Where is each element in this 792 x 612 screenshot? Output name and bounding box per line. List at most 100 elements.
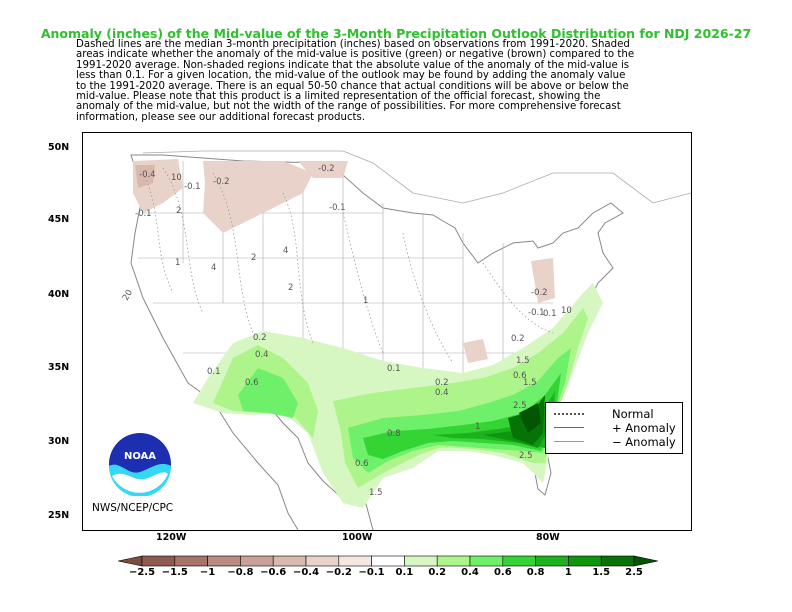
lat-label-45n: 45N: [48, 214, 70, 225]
contour-label: 0.4: [435, 388, 449, 398]
contour-label: 4: [283, 246, 288, 256]
colorbar-swatch: [338, 555, 372, 567]
contour-label: -0.4: [139, 170, 156, 180]
colorbar: [118, 555, 658, 567]
noaa-logo: NOAA: [109, 433, 171, 496]
colorbar-swatch: [240, 555, 274, 567]
legend-plus: + Anomaly: [554, 420, 676, 435]
lon-label-80w: 80W: [536, 532, 560, 543]
contour-label: 2: [176, 206, 181, 216]
noaa-logo-text: NOAA: [124, 451, 156, 462]
colorbar-tick-label: 0.6: [493, 567, 512, 578]
contour-label: 20: [121, 288, 135, 302]
lat-label-25n: 25N: [48, 510, 70, 521]
contour-label: 0.2: [511, 334, 525, 344]
colorbar-tick-label: 0.1: [395, 567, 414, 578]
lat-label-40n: 40N: [48, 289, 70, 300]
contour-label: 0.2: [435, 378, 449, 388]
colorbar-swatch: [568, 555, 602, 567]
contour-label: 2.5: [519, 451, 533, 461]
colorbar-tick-label: −0.6: [260, 567, 287, 578]
colorbar-swatch: [404, 555, 438, 567]
contour-label: -0.1: [135, 209, 152, 219]
contour-label: 1.5: [516, 356, 530, 366]
legend-normal-label: Normal: [612, 406, 654, 421]
colorbar-swatch: [305, 555, 340, 567]
contour-label: 2: [251, 253, 256, 263]
colorbar-tick-label: −0.1: [358, 567, 385, 578]
chart-title: Anomaly (inches) of the Mid-value of the…: [40, 26, 752, 41]
colorbar-tick-label: 0.8: [526, 567, 545, 578]
colorbar-swatch: [436, 555, 471, 567]
map-legend: Normal + Anomaly − Anomaly: [545, 402, 683, 454]
positive-anomaly-areas: [193, 283, 603, 508]
lon-label-100w: 100W: [342, 532, 373, 543]
colorbar-tick-label: 1: [564, 567, 572, 578]
contour-label: 0.6: [355, 459, 369, 469]
colorbar-tick-label: −1.5: [161, 567, 188, 578]
contour-label: 2: [288, 283, 293, 293]
contour-label: 0.1: [387, 364, 401, 374]
colorbar-swatch: [207, 555, 241, 567]
contour-label: -0.1: [329, 203, 346, 213]
negative-anomaly-areas: [133, 159, 555, 363]
canada-border-lines: [142, 150, 691, 204]
colorbar-swatch: [371, 555, 405, 567]
contour-label: 0.8: [387, 429, 401, 439]
colorbar-swatch: [118, 555, 143, 567]
lat-label-30n: 30N: [48, 436, 70, 447]
contour-label: 4: [211, 263, 216, 273]
legend-normal: Normal: [554, 406, 654, 421]
colorbar-swatch: [502, 555, 536, 567]
colorbar-tick-label: 2.5: [625, 567, 643, 578]
colorbar-tick-label: −1: [199, 567, 216, 578]
colorbar-swatch: [272, 555, 307, 567]
contour-label: -0.1: [528, 308, 545, 318]
colorbar-tick-label: −0.4: [292, 567, 320, 578]
colorbar-swatch: [174, 555, 208, 567]
contour-label: 1: [175, 258, 180, 268]
climatology-contours: [142, 167, 554, 364]
contour-label: -0.2: [531, 288, 548, 298]
contour-label: 1: [363, 296, 368, 306]
colorbar-tick-label: −0.2: [325, 567, 352, 578]
precipitation-map: -0.4 10 -0.1 -0.2 -0.2 -0.1 -0.1 -0.2 -0…: [121, 150, 691, 530]
colorbar-tick-label: −2.5: [128, 567, 156, 578]
contour-label: 10: [561, 306, 572, 316]
legend-minus: − Anomaly: [554, 434, 676, 449]
minus-line-swatch: [554, 441, 584, 442]
map-contour-labels: -0.4 10 -0.1 -0.2 -0.2 -0.1 -0.1 -0.2 -0…: [121, 164, 572, 498]
colorbar-swatch: [600, 555, 635, 567]
contour-label: 0.1: [207, 367, 221, 377]
colorbar-tick-label: 0.2: [428, 567, 447, 578]
contour-label: 1.5: [523, 378, 537, 388]
plus-line-swatch: [554, 427, 584, 428]
colorbar-swatch: [141, 555, 176, 567]
contour-label: 10: [171, 173, 182, 183]
contour-label: -0.1: [184, 182, 201, 192]
mexico-coast: [212, 400, 299, 530]
colorbar-tick-label: 0.4: [461, 567, 479, 578]
colorbar-swatch: [633, 555, 658, 567]
contour-label: 0.2: [253, 333, 267, 343]
contour-label: 0.1: [543, 309, 557, 319]
legend-plus-label: + Anomaly: [612, 420, 676, 435]
credit-text: NWS/NCEP/CPC: [92, 502, 174, 514]
legend-minus-label: − Anomaly: [612, 434, 676, 449]
map-frame: -0.4 10 -0.1 -0.2 -0.2 -0.1 -0.1 -0.2 -0…: [82, 132, 692, 531]
contour-label: -0.2: [213, 177, 230, 187]
colorbar-tick-label: −0.8: [227, 567, 254, 578]
contour-label: -0.2: [318, 164, 335, 174]
contour-label: 1: [475, 422, 480, 432]
colorbar-swatch: [535, 555, 569, 567]
colorbar-tick-label: 1.5: [592, 567, 611, 578]
contour-label: 0.4: [255, 350, 269, 360]
colorbar-swatch: [469, 555, 504, 567]
contour-label: 1.5: [369, 488, 383, 498]
lon-label-120w: 120W: [156, 532, 187, 543]
lat-label-35n: 35N: [48, 362, 70, 373]
contour-label: 2.5: [513, 401, 527, 411]
contour-label: 0.6: [513, 371, 527, 381]
normal-line-swatch: [554, 412, 584, 415]
contour-label: 0.6: [245, 378, 259, 388]
